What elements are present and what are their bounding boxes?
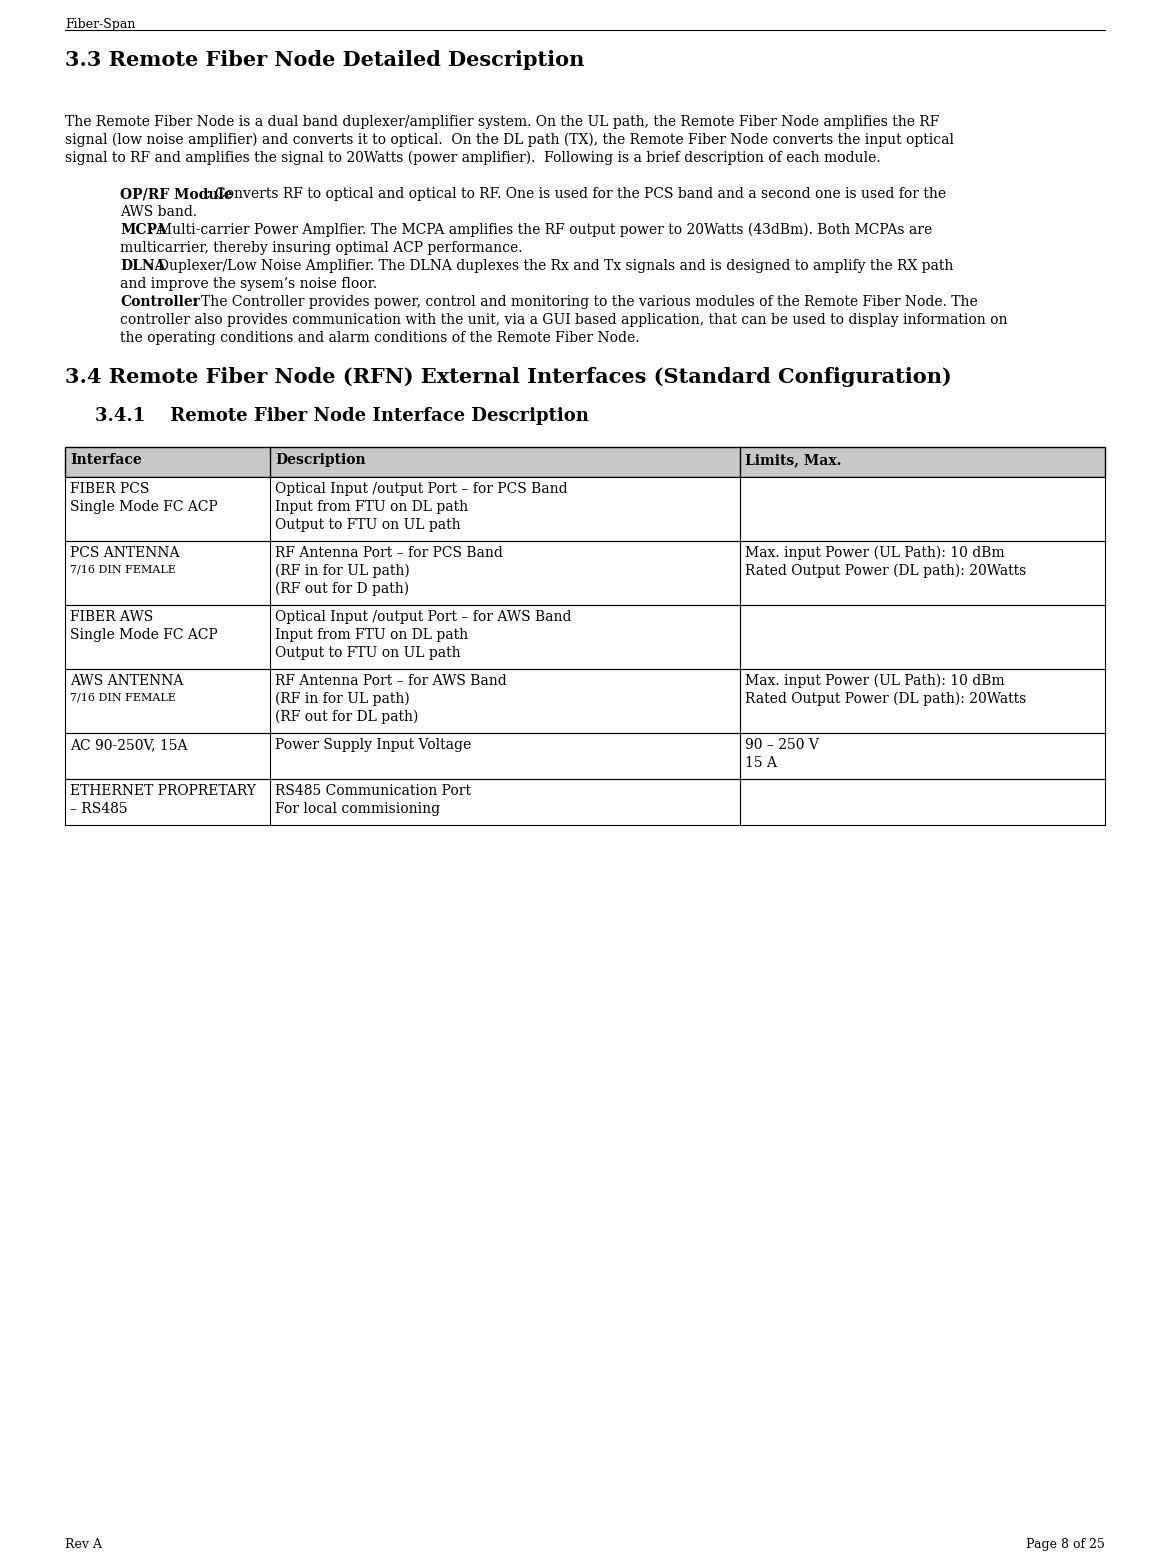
Text: 15 A: 15 A — [744, 757, 777, 771]
Text: 7/16 DIN FEMALE: 7/16 DIN FEMALE — [70, 565, 176, 574]
Text: Rated Output Power (DL path): 20Watts: Rated Output Power (DL path): 20Watts — [744, 565, 1026, 579]
Text: Max. input Power (UL Path): 10 dBm: Max. input Power (UL Path): 10 dBm — [744, 546, 1004, 560]
Bar — [65, 448, 1104, 477]
Text: Output to FTU on UL path: Output to FTU on UL path — [275, 646, 460, 660]
Text: RF Antenna Port – for AWS Band: RF Antenna Port – for AWS Band — [275, 674, 507, 688]
Text: Description: Description — [275, 452, 366, 466]
Bar — [65, 778, 1104, 825]
Text: Page 8 of 25: Page 8 of 25 — [1026, 1538, 1104, 1551]
Text: (RF in for UL path): (RF in for UL path) — [275, 565, 410, 579]
Text: OP/RF Module: OP/RF Module — [120, 187, 233, 201]
Text: PCS ANTENNA: PCS ANTENNA — [70, 546, 179, 560]
Text: AWS band.: AWS band. — [120, 204, 197, 218]
Text: Controller: Controller — [120, 295, 200, 309]
Bar — [65, 733, 1104, 778]
Text: : Duplexer/Low Noise Amplifier. The DLNA duplexes the Rx and Tx signals and is d: : Duplexer/Low Noise Amplifier. The DLNA… — [149, 259, 953, 273]
Text: Limits, Max.: Limits, Max. — [744, 452, 841, 466]
Text: Rated Output Power (DL path): 20Watts: Rated Output Power (DL path): 20Watts — [744, 693, 1026, 707]
Text: (RF out for DL path): (RF out for DL path) — [275, 710, 418, 724]
Text: 7/16 DIN FEMALE: 7/16 DIN FEMALE — [70, 693, 176, 702]
Text: Input from FTU on DL path: Input from FTU on DL path — [275, 629, 468, 643]
Text: : Multi-carrier Power Amplfier. The MCPA amplifies the RF output power to 20Watt: : Multi-carrier Power Amplfier. The MCPA… — [149, 223, 932, 237]
Text: AC 90-250V, 15A: AC 90-250V, 15A — [70, 738, 188, 752]
Text: Rev A: Rev A — [65, 1538, 103, 1551]
Text: RS485 Communication Port: RS485 Communication Port — [275, 785, 471, 799]
Text: RF Antenna Port – for PCS Band: RF Antenna Port – for PCS Band — [275, 546, 503, 560]
Text: (RF out for D path): (RF out for D path) — [275, 582, 409, 596]
Text: 3.3 Remote Fiber Node Detailed Description: 3.3 Remote Fiber Node Detailed Descripti… — [65, 50, 585, 70]
Text: Max. input Power (UL Path): 10 dBm: Max. input Power (UL Path): 10 dBm — [744, 674, 1004, 688]
Bar — [65, 541, 1104, 605]
Text: Optical Input /output Port – for PCS Band: Optical Input /output Port – for PCS Ban… — [275, 482, 567, 496]
Text: Single Mode FC ACP: Single Mode FC ACP — [70, 501, 218, 513]
Text: AWS ANTENNA: AWS ANTENNA — [70, 674, 183, 688]
Text: the operating conditions and alarm conditions of the Remote Fiber Node.: the operating conditions and alarm condi… — [120, 331, 640, 345]
Text: Power Supply Input Voltage: Power Supply Input Voltage — [275, 738, 472, 752]
Bar — [65, 669, 1104, 733]
Text: : Converts RF to optical and optical to RF. One is used for the PCS band and a s: : Converts RF to optical and optical to … — [206, 187, 946, 201]
Text: signal (low noise amplifier) and converts it to optical.  On the DL path (TX), t: signal (low noise amplifier) and convert… — [65, 133, 954, 147]
Bar — [65, 477, 1104, 541]
Text: : The Controller provides power, control and monitoring to the various modules o: : The Controller provides power, control… — [192, 295, 977, 309]
Text: multicarrier, thereby insuring optimal ACP performance.: multicarrier, thereby insuring optimal A… — [120, 240, 522, 254]
Text: DLNA: DLNA — [120, 259, 165, 273]
Text: and improve the sysem’s noise floor.: and improve the sysem’s noise floor. — [120, 278, 377, 292]
Text: FIBER PCS: FIBER PCS — [70, 482, 149, 496]
Text: Output to FTU on UL path: Output to FTU on UL path — [275, 518, 460, 532]
Text: – RS485: – RS485 — [70, 802, 128, 816]
Text: Fiber-Span: Fiber-Span — [65, 19, 135, 31]
Text: Interface: Interface — [70, 452, 142, 466]
Text: Optical Input /output Port – for AWS Band: Optical Input /output Port – for AWS Ban… — [275, 610, 572, 624]
Text: Single Mode FC ACP: Single Mode FC ACP — [70, 629, 218, 643]
Text: (RF in for UL path): (RF in for UL path) — [275, 693, 410, 707]
Text: 90 – 250 V: 90 – 250 V — [744, 738, 819, 752]
Text: controller also provides communication with the unit, via a GUI based applicatio: controller also provides communication w… — [120, 314, 1008, 328]
Bar — [65, 605, 1104, 669]
Text: The Remote Fiber Node is a dual band duplexer/amplifier system. On the UL path, : The Remote Fiber Node is a dual band dup… — [65, 115, 939, 129]
Text: 3.4.1    Remote Fiber Node Interface Description: 3.4.1 Remote Fiber Node Interface Descri… — [96, 407, 588, 424]
Text: For local commisioning: For local commisioning — [275, 802, 440, 816]
Text: Input from FTU on DL path: Input from FTU on DL path — [275, 501, 468, 513]
Text: 3.4 Remote Fiber Node (RFN) External Interfaces (Standard Configuration): 3.4 Remote Fiber Node (RFN) External Int… — [65, 367, 952, 387]
Text: signal to RF and amplifies the signal to 20Watts (power amplifier).  Following i: signal to RF and amplifies the signal to… — [65, 151, 881, 165]
Text: FIBER AWS: FIBER AWS — [70, 610, 154, 624]
Text: ETHERNET PROPRETARY: ETHERNET PROPRETARY — [70, 785, 256, 799]
Text: MCPA: MCPA — [120, 223, 167, 237]
